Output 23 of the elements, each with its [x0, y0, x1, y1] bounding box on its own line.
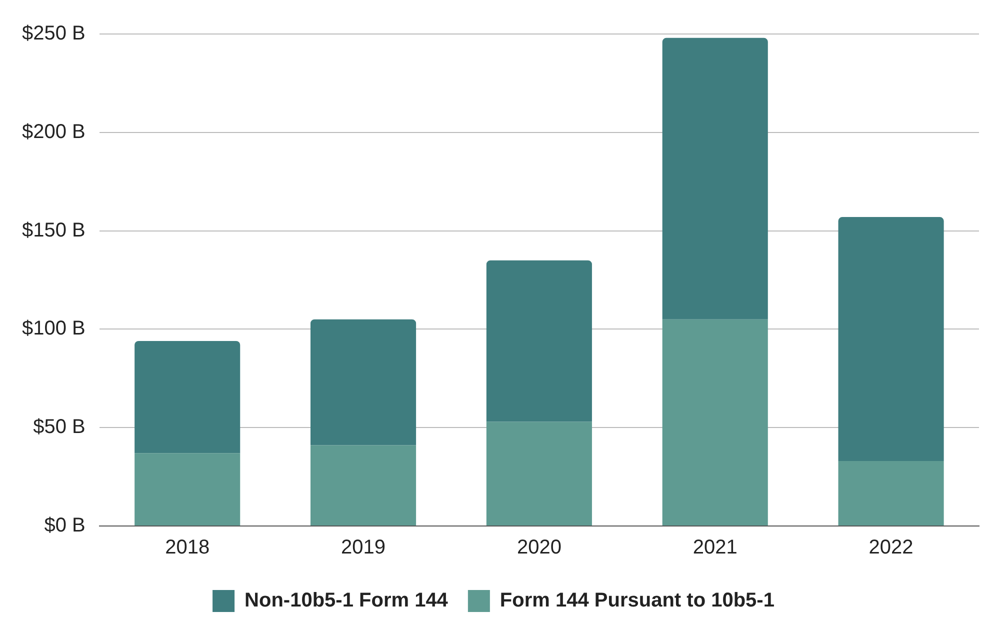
bar — [134, 453, 240, 526]
bar — [662, 38, 768, 320]
x-tick-label: 2018 — [165, 536, 210, 559]
legend-label: Non-10b5-1 Form 144 — [244, 590, 449, 612]
bar — [838, 461, 944, 526]
x-tick-label: 2019 — [341, 536, 386, 559]
y-tick-label: $0 B — [44, 514, 86, 537]
x-tick-label: 2020 — [516, 536, 562, 559]
bar — [838, 217, 944, 462]
y-tick-label: $200 B — [22, 120, 86, 143]
bar — [310, 319, 416, 446]
x-tick-label: 2022 — [868, 536, 914, 559]
y-tick-label: $150 B — [22, 219, 86, 242]
bar — [134, 341, 240, 454]
legend-label: Form 144 Pursuant to 10b5-1 — [500, 590, 774, 612]
y-tick-label: $100 B — [22, 318, 86, 340]
bar — [486, 422, 592, 526]
bar — [662, 319, 768, 526]
y-tick-label: $50 B — [33, 416, 86, 438]
y-tick-label: $250 B — [22, 22, 86, 45]
bar — [486, 260, 592, 422]
x-tick-label: 2021 — [692, 536, 738, 559]
bar — [310, 445, 416, 526]
